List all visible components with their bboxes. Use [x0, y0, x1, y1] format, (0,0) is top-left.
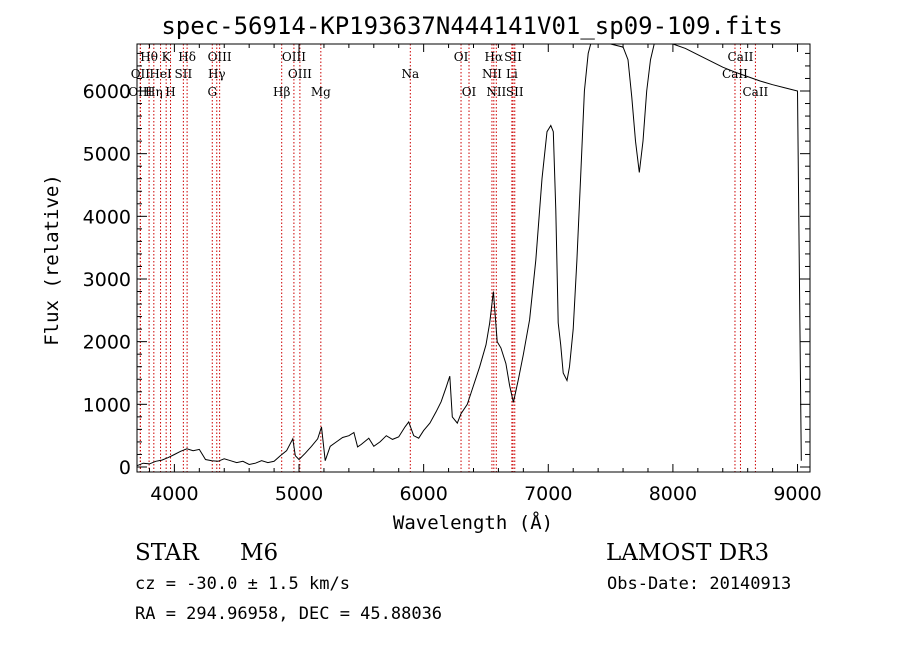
series-line-0 [136, 43, 802, 467]
spectral-line-label-24: SII [506, 85, 524, 99]
object-subclass: M6 [240, 540, 278, 566]
plot-frame [136, 43, 811, 473]
y-tick-label-4: 4000 [83, 206, 131, 228]
x-tick-label-0: 4000 [150, 483, 198, 505]
x-axis-ticks: 4000 5000 6000 7000 8000 9000 [148, 44, 822, 505]
spectral-line-label-17: OI [454, 50, 469, 64]
spectral-line-label-18: OI [462, 85, 477, 99]
spectral-line-label-7: SII [175, 67, 193, 81]
spectral-line-label-23: NII [486, 85, 506, 99]
survey-name: LAMOST DR3 [606, 540, 769, 566]
spectrum-series [136, 43, 802, 467]
spectral-line-label-26: CaII [722, 67, 748, 81]
obs-date: Obs-Date: 20140913 [607, 574, 791, 594]
spectral-line-label-16: Na [401, 67, 419, 81]
spectral-line-label-15: Mg [311, 85, 331, 99]
x-tick-label-3: 7000 [524, 483, 572, 505]
spectral-line-label-27: CaII [742, 85, 768, 99]
spectral-line-label-0: Hθ [140, 50, 158, 64]
spectral-line-label-10: Hγ [208, 67, 226, 81]
y-tick-label-5: 5000 [83, 144, 131, 166]
spectral-line-label-2: Hη [145, 85, 163, 99]
spectral-line-label-4: K [162, 50, 172, 64]
y-tick-label-2: 2000 [83, 332, 131, 354]
spectral-line-label-13: OIII [288, 67, 312, 81]
y-axis-label: Flux (relative) [41, 174, 63, 346]
spectral-line-label-12: OIII [282, 50, 306, 64]
x-tick-label-5: 9000 [773, 483, 821, 505]
spectral-line-label-6: H [165, 85, 175, 99]
chart-title: spec-56914-KP193637N444141V01_sp09-109.f… [161, 12, 782, 40]
y-tick-label-3: 3000 [83, 269, 131, 291]
x-tick-label-1: 5000 [275, 483, 323, 505]
x-axis-label: Wavelength (Å) [393, 511, 553, 534]
y-tick-label-0: 0 [119, 457, 131, 479]
spectral-line-label-3: OIII [128, 85, 152, 99]
y-tick-label-6: 6000 [83, 81, 131, 103]
coordinates: RA = 294.96958, DEC = 45.88036 [135, 604, 442, 624]
x-tick-label-2: 6000 [399, 483, 447, 505]
spectral-line-label-19: Hα [485, 50, 504, 64]
spectral-line-label-9: OIII [208, 50, 232, 64]
spectral-line-markers [139, 44, 756, 472]
spectral-line-label-22: Li [506, 67, 518, 81]
spectral-line-label-20: SII [504, 50, 522, 64]
spectral-line-label-1: OII [131, 67, 151, 81]
redshift-cz: cz = -30.0 ± 1.5 km/s [135, 574, 350, 594]
object-type: STAR [135, 540, 199, 566]
spectral-line-label-5: HeI [149, 67, 172, 81]
spectral-line-label-21: NII [482, 67, 502, 81]
spectral-line-label-14: Hβ [273, 85, 290, 99]
y-tick-label-1: 1000 [83, 394, 131, 416]
spectral-line-label-8: Hδ [178, 50, 196, 64]
spectral-line-label-25: CaII [728, 50, 754, 64]
spectral-line-label-11: G [207, 85, 217, 99]
y-axis-ticks: 0 1000 2000 3000 4000 5000 6000 [83, 52, 810, 479]
x-tick-label-4: 8000 [649, 483, 697, 505]
